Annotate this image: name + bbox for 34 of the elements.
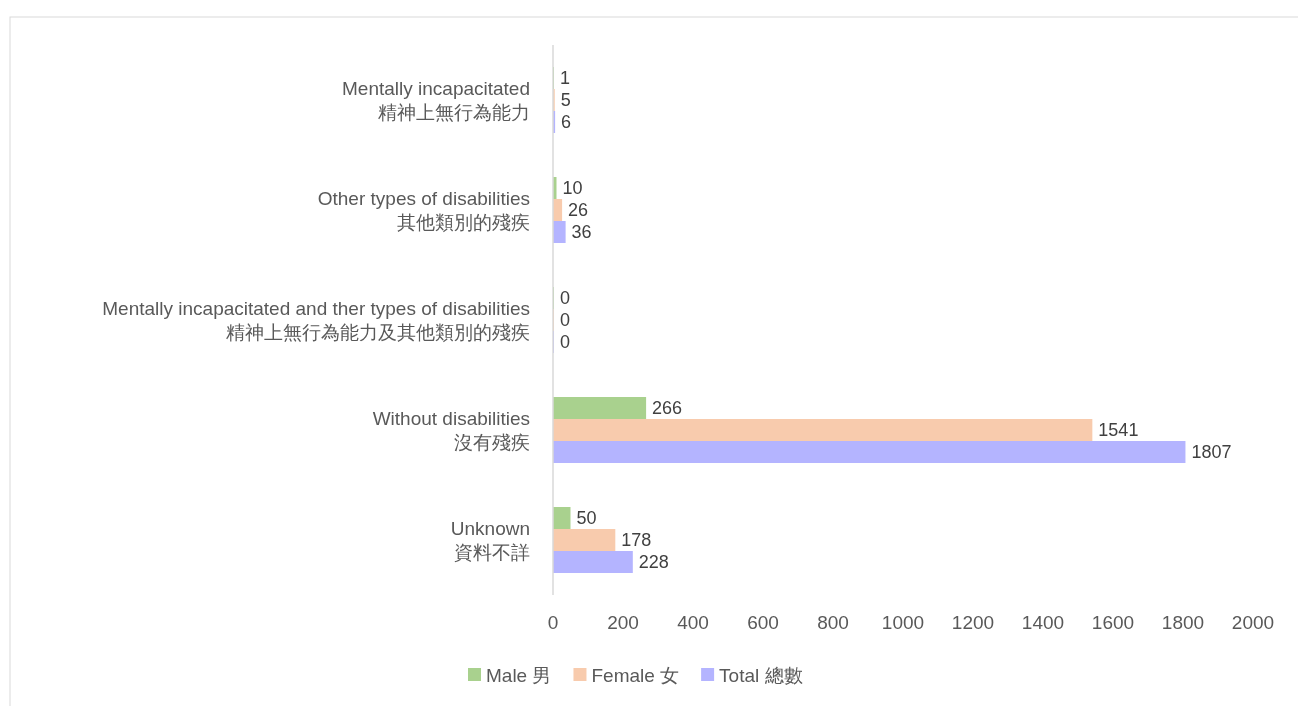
data-label: 1 [560, 68, 571, 88]
data-label: 0 [560, 288, 571, 308]
y-tick-label: Mentally incapacitated 精神上無行為能力 [342, 78, 530, 123]
x-tick-label: 1000 [881, 612, 925, 633]
data-label: 50 [576, 508, 597, 528]
y-tick-label: Other types of disabilities 其他類別的殘疾 [317, 188, 530, 233]
y-tick-label: Mentally incapacitated and ther types of disabilities 精神上無行為能力及其他類別的殘疾 [102, 298, 530, 343]
data-label: 0 [560, 332, 571, 352]
data-label: 26 [568, 200, 589, 220]
x-tick-label: 1600 [1091, 612, 1135, 633]
x-tick-label: 0 [547, 612, 559, 633]
data-label: 228 [638, 552, 669, 572]
data-label: 10 [562, 178, 583, 198]
data-label: 266 [652, 398, 683, 418]
data-label: 6 [561, 112, 572, 132]
data-label: 1807 [1191, 442, 1232, 462]
x-tick-label: 1400 [1021, 612, 1065, 633]
data-label: 0 [560, 310, 571, 330]
legend-label: Female 女 [591, 665, 680, 686]
y-tick-label: Unknown 資料不詳 [450, 518, 530, 563]
x-tick-label: 800 [817, 612, 849, 633]
y-tick-label: Without disabilities 沒有殘疾 [372, 408, 530, 453]
x-tick-label: 1200 [951, 612, 995, 633]
x-tick-label: 1800 [1161, 612, 1205, 633]
x-tick-label: 2000 [1231, 612, 1275, 633]
data-label: 178 [621, 530, 652, 550]
x-tick-label: 400 [677, 612, 709, 633]
legend-label: Total 總數 [719, 665, 803, 686]
data-label: 5 [560, 90, 571, 110]
data-label: 36 [571, 222, 592, 242]
legend-label: Male 男 [486, 665, 552, 686]
x-tick-label: 200 [607, 612, 639, 633]
data-label: 1541 [1098, 420, 1139, 440]
x-tick-label: 600 [747, 612, 779, 633]
